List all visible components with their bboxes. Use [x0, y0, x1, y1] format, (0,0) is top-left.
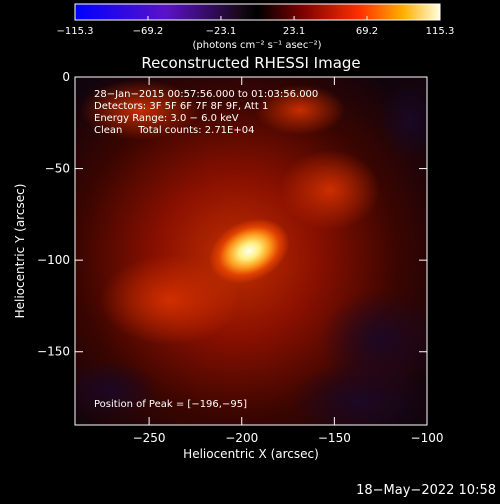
- colorbar-tick-label: −115.3: [56, 26, 93, 37]
- x-tick-label: −250: [133, 431, 166, 445]
- x-tick-label: −200: [225, 431, 258, 445]
- y-tick-label: −50: [45, 162, 70, 176]
- x-tick-label: −150: [318, 431, 351, 445]
- colorbar: −115.3 −69.2 −23.1 23.1 69.2 115.3 (photons c…: [56, 3, 454, 51]
- y-axis-ticks: 0 −50 −100 −150: [37, 70, 427, 359]
- colorbar-tick-label: 23.1: [283, 26, 305, 37]
- annotation-detectors: Detectors: 3F 5F 6F 7F 8F 9F, Att 1: [94, 101, 268, 112]
- y-tick-label: −150: [37, 345, 70, 359]
- annotation-energy: Energy Range: 3.0 − 6.0 keV: [94, 113, 239, 124]
- colorbar-unit-label: (photons cm⁻² s⁻¹ asec⁻²): [192, 40, 321, 51]
- plot-frame: [74, 76, 428, 426]
- x-axis-ticks: −250 −200 −150 −100: [133, 77, 444, 445]
- x-axis-label: Heliocentric X (arcsec): [183, 447, 319, 461]
- annotation-block: 28−Jan−2015 00:57:56.000 to 01:03:56.000…: [94, 89, 318, 136]
- peak-source: [209, 218, 290, 284]
- colorbar-tick-label: 69.2: [356, 26, 378, 37]
- x-tick-label: −100: [411, 431, 444, 445]
- colorbar-tick-label: −69.2: [133, 26, 164, 37]
- annotation-counts: Clean Total counts: 2.71E+04: [94, 125, 254, 136]
- y-tick-label: 0: [62, 70, 70, 84]
- annotation-time: 28−Jan−2015 00:57:56.000 to 01:03:56.000: [94, 89, 318, 100]
- heatmap-image: [75, 77, 427, 425]
- colorbar-tick-label: 115.3: [426, 26, 455, 37]
- chart-title: Reconstructed RHESSI Image: [141, 54, 360, 72]
- peak-position-label: Position of Peak = [−196,−95]: [94, 399, 247, 410]
- y-axis-label: Heliocentric Y (arcsec): [13, 184, 27, 319]
- footer-date: 18−May−2022 10:58: [356, 483, 496, 498]
- y-tick-label: −100: [37, 253, 70, 267]
- colorbar-gradient: [74, 3, 441, 21]
- colorbar-tick-label: −23.1: [206, 26, 237, 37]
- colorbar-ticks: −115.3 −69.2 −23.1 23.1 69.2 115.3: [56, 16, 454, 37]
